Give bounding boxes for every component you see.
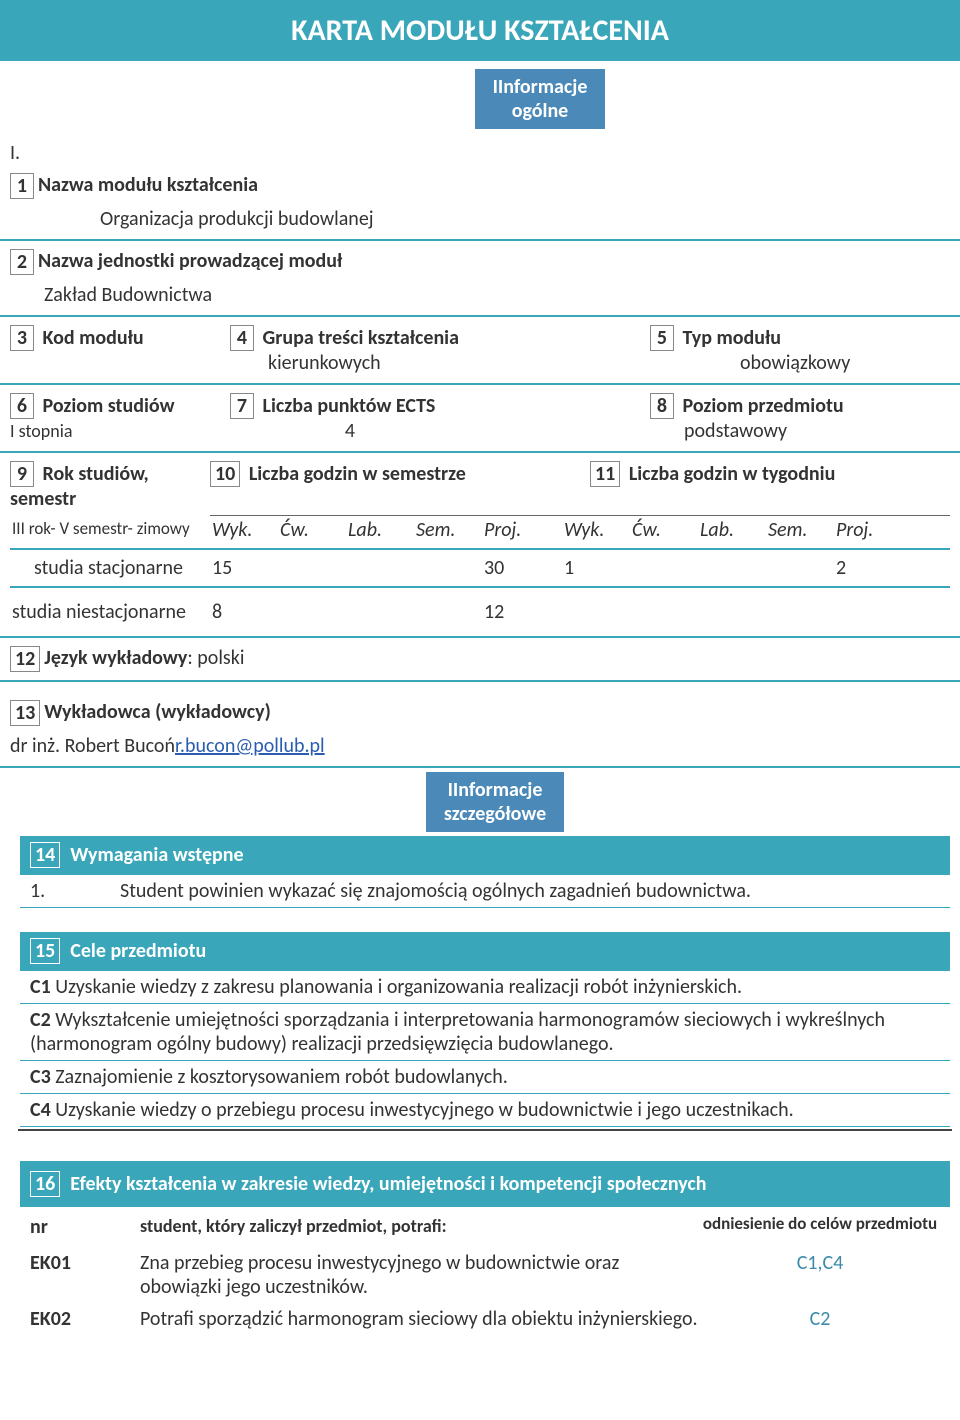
row-ek02: EK02 Potrafi sporządzić harmonogram siec… [20, 1303, 950, 1335]
label-subject-level: Poziom przedmiotu [683, 394, 844, 418]
value-unit-name: Zakład Budownictwa [44, 283, 212, 307]
label-stacjonarne: studia stacjonarne [10, 554, 210, 582]
label-ects: Liczba punktów ECTS [263, 394, 436, 418]
label-hours-sem: Liczba godzin w semestrze [249, 462, 466, 486]
value-ects: 4 [230, 419, 470, 443]
num-15: 15 [30, 938, 60, 964]
value-language: : polski [187, 646, 244, 672]
num-6: 6 [10, 393, 34, 419]
section-15-bar: 15 Cele przedmiotu [20, 932, 950, 970]
nstac-proj1: 12 [482, 598, 562, 626]
num-3: 3 [10, 325, 34, 351]
goal-c4: C4 Uzyskanie wiedzy o przebiegu procesu … [20, 1093, 950, 1127]
hd-nr: nr [30, 1215, 140, 1239]
num-7: 7 [230, 393, 254, 419]
value-subject-level: podstawowy [650, 419, 787, 443]
label-hours-week: Liczba godzin w tygodniu [629, 462, 835, 486]
label-lecturer: Wykładowca (wykładowcy) [44, 700, 271, 726]
stac-wyk1: 15 [210, 554, 278, 582]
label-goals: Cele przedmiotu [70, 939, 206, 963]
col-wyk1: Wyk. [210, 516, 278, 544]
label-content-group: Grupa treści kształcenia [263, 326, 459, 350]
lecturer-email-link[interactable]: r.bucon@pollub.pl [175, 734, 325, 758]
ek02-text: Potrafi sporządzić harmonogram sieciowy … [140, 1307, 700, 1331]
value-content-group: kierunkowych [230, 351, 381, 375]
stac-wyk2: 1 [562, 554, 630, 582]
col-sem1: Sem. [414, 516, 482, 544]
ek01-code: EK01 [30, 1251, 140, 1299]
num-16: 16 [30, 1171, 60, 1197]
hd-ref: odniesienie do celów przedmiotu [700, 1215, 940, 1239]
ek01-text: Zna przebieg procesu inwestycyjnego w bu… [140, 1251, 700, 1299]
label-module-code: Kod modułu [43, 326, 144, 350]
label-effects: Efekty kształcenia w zakresie wiedzy, um… [70, 1172, 706, 1196]
badge-detail-info: IInformacje szczegółowe [426, 772, 564, 832]
num-1: 1 [10, 173, 34, 199]
section-16-bar: 16 Efekty kształcenia w zakresie wiedzy,… [20, 1161, 950, 1207]
goal-c1: C1 Uzyskanie wiedzy z zakresu planowania… [20, 970, 950, 1003]
col-sem2: Sem. [766, 516, 834, 544]
stac-proj1: 30 [482, 554, 562, 582]
req1-num: 1. [30, 879, 120, 903]
page-title: KARTA MODUŁU KSZTAŁCENIA [0, 0, 960, 61]
goal-c3: C3 Zaznajomienie z kosztorysowaniem robó… [20, 1060, 950, 1093]
effects-header: nr student, który zaliczył przedmiot, po… [20, 1207, 950, 1247]
num-13: 13 [10, 700, 40, 726]
label-prereq: Wymagania wstępne [70, 843, 243, 867]
num-10: 10 [210, 461, 240, 487]
goal-c2: C2 Wykształcenie umiejętności sporządzan… [20, 1003, 950, 1060]
label-language: Język wykładowy [44, 646, 187, 672]
value-lecturer: dr inż. Robert Bucoń [10, 734, 175, 758]
col-proj2: Proj. [834, 516, 902, 544]
col-cw2: Ćw. [630, 516, 698, 544]
num-14: 14 [30, 842, 60, 868]
ek01-ref: C1,C4 [700, 1251, 940, 1299]
nstac-wyk1: 8 [210, 598, 278, 626]
col-cw1: Ćw. [278, 516, 346, 544]
label-module-type: Typ modułu [683, 326, 782, 350]
hd-desc: student, który zaliczył przedmiot, potra… [140, 1215, 700, 1239]
col-lab2: Lab. [698, 516, 766, 544]
num-8: 8 [650, 393, 674, 419]
num-12: 12 [10, 646, 40, 672]
label-unit-name: Nazwa jednostki prowadzącej moduł [38, 249, 342, 275]
num-11: 11 [590, 461, 620, 487]
col-proj1: Proj. [482, 516, 562, 544]
badge-general-info: IInformacje ogólne [475, 69, 606, 129]
value-module-type: obowiązkowy [650, 351, 850, 375]
stac-proj2: 2 [834, 554, 902, 582]
row-ek01: EK01 Zna przebieg procesu inwestycyjnego… [20, 1247, 950, 1303]
field-1-row: I. [0, 137, 960, 169]
num-4: 4 [230, 325, 254, 351]
col-lab1: Lab. [346, 516, 414, 544]
row-stacjonarne: studia stacjonarne 15 30 1 2 [0, 554, 960, 582]
section-14-bar: 14 Wymagania wstępne [20, 836, 950, 874]
num-9: 9 [10, 461, 34, 487]
row-niestacjonarne: studia niestacjonarne 8 12 [0, 592, 960, 632]
ek02-ref: C2 [700, 1307, 940, 1331]
num-2: 2 [10, 249, 34, 275]
hours-header-row: III rok- V semestr- zimowy Wyk. Ćw. Lab.… [0, 516, 960, 544]
col-wyk2: Wyk. [562, 516, 630, 544]
num-5: 5 [650, 325, 674, 351]
roman-i: I. [10, 141, 60, 165]
ek02-code: EK02 [30, 1307, 140, 1331]
value-study-level: I stopnia [10, 420, 72, 442]
value-year-sem: III rok- V semestr- zimowy [10, 516, 210, 544]
value-module-name: Organizacja produkcji budowlanej [10, 207, 374, 231]
label-module-name: Nazwa modułu kształcenia [38, 173, 258, 199]
req1-text: Student powinien wykazać się znajomością… [120, 879, 751, 903]
label-niestacjonarne: studia niestacjonarne [10, 598, 210, 626]
label-study-level: Poziom studiów [43, 394, 175, 418]
